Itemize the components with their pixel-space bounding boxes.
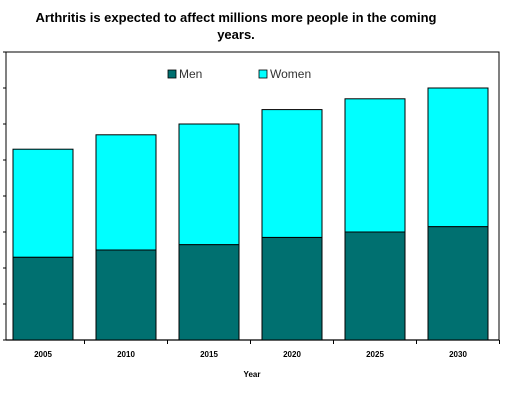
- bar-women-2020: [261, 109, 323, 238]
- bar-women-2015: [178, 123, 240, 246]
- legend-swatch-men: [167, 69, 177, 79]
- x-tick-label: 2025: [366, 350, 384, 359]
- bar-men-2005: [12, 256, 74, 341]
- bar-women-2030: [427, 87, 489, 228]
- plot-area: 2005 2010 2015 2020 2025 2030 Year Men Women: [3, 51, 500, 379]
- plot-border: [5, 51, 500, 340]
- x-tick-label: 2015: [200, 350, 218, 359]
- bar-men-2030: [427, 226, 489, 341]
- bar-men-2025: [344, 231, 406, 341]
- x-tick-label: 2030: [449, 350, 467, 359]
- x-axis-title: Year: [244, 370, 261, 379]
- bar-men-2015: [178, 244, 240, 341]
- bar-men-2010: [95, 249, 157, 341]
- chart-title-line: Arthritis is expected to affect millions…: [35, 10, 437, 25]
- x-tick-label: 2010: [117, 350, 135, 359]
- legend-label-women: Women: [270, 67, 311, 81]
- bar-men-2020: [261, 236, 323, 341]
- x-tick-label: 2020: [283, 350, 301, 359]
- legend-label-men: Men: [179, 67, 202, 81]
- chart-title: Arthritis is expected to affect millions…: [0, 9, 472, 43]
- legend-swatch-women: [258, 69, 268, 79]
- x-tick-label: 2005: [34, 350, 52, 359]
- bar-women-2005: [12, 148, 74, 258]
- bar-women-2010: [95, 134, 157, 251]
- bar-women-2025: [344, 98, 406, 233]
- chart-title-line: years.: [217, 27, 255, 42]
